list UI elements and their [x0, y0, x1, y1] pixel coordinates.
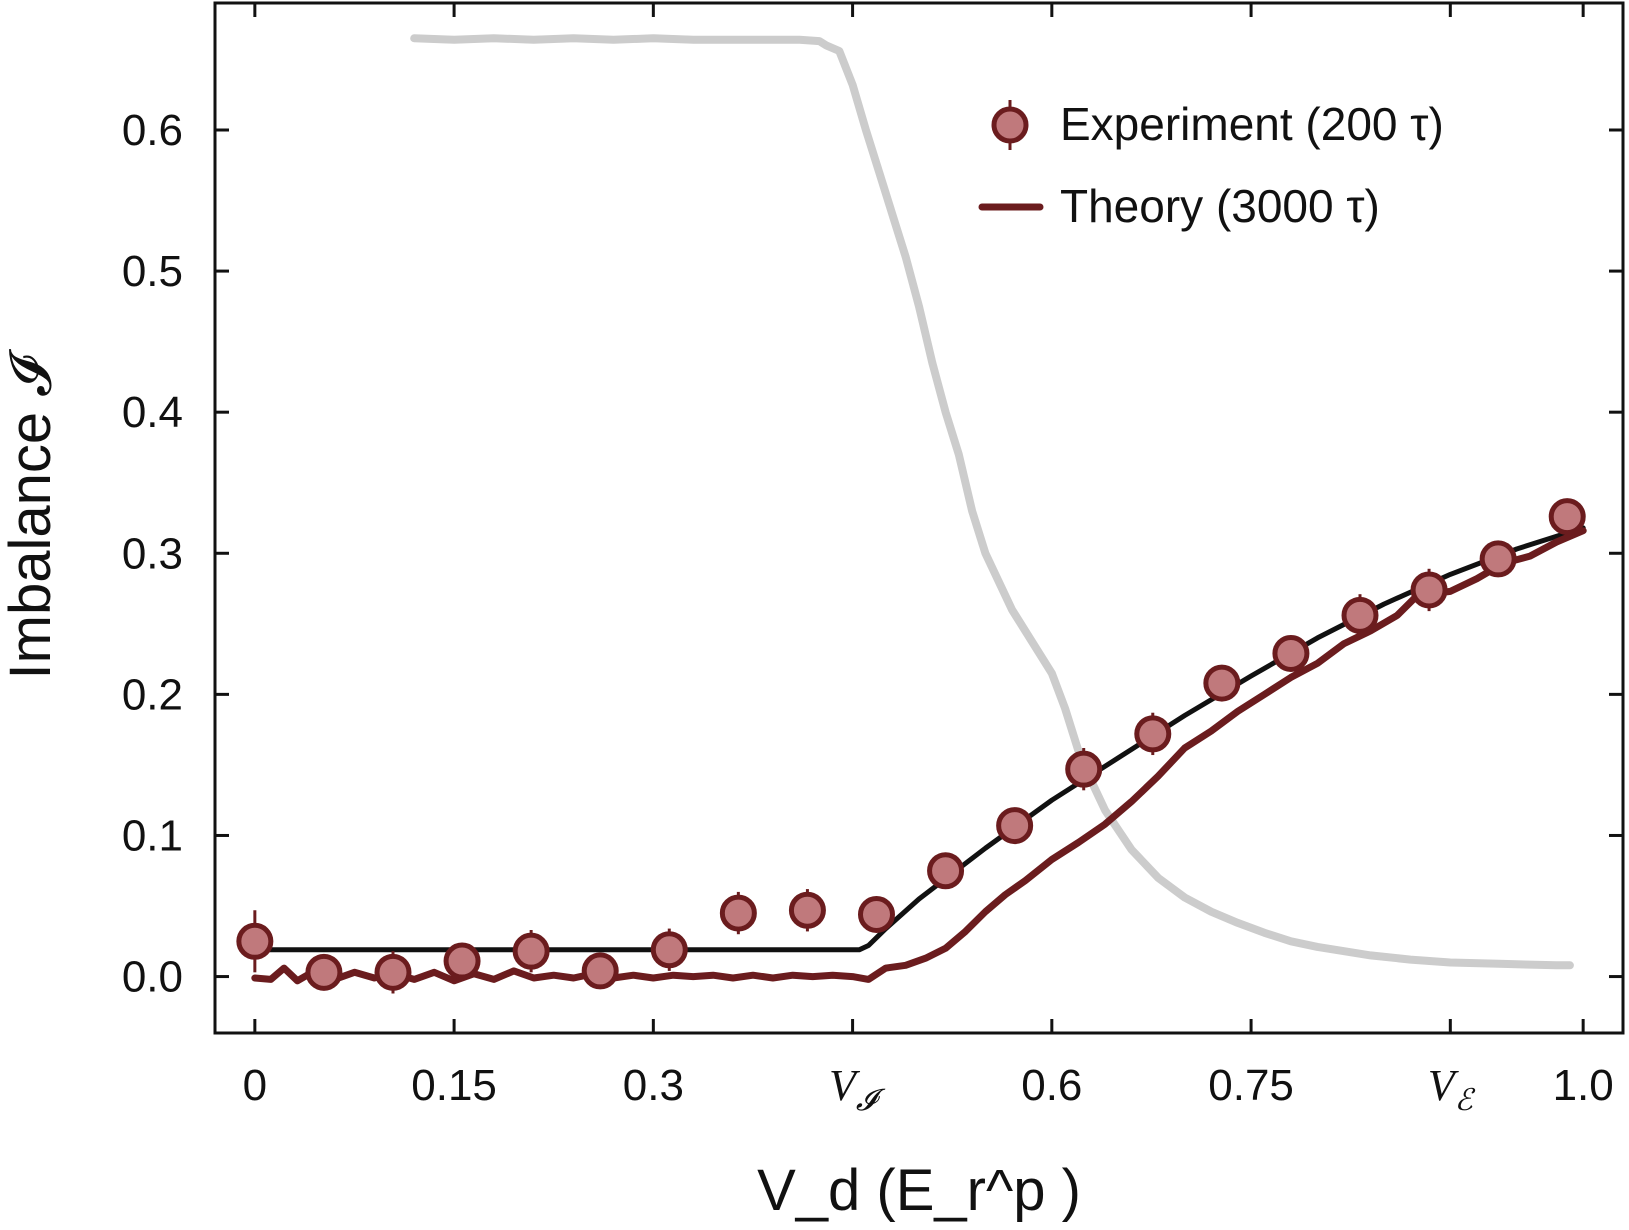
data-point	[1410, 571, 1448, 609]
x-tick-label: 0.6	[1021, 1061, 1082, 1110]
legend: Experiment (200 τ) Theory (3000 τ)	[978, 98, 1444, 232]
data-point	[650, 931, 688, 969]
y-tick-label: 0.1	[122, 811, 183, 860]
y-tick-label: 0.0	[122, 953, 183, 1002]
data-point	[581, 952, 619, 990]
y-axis-title: Imbalance 𝓘	[0, 349, 63, 680]
data-point	[1548, 498, 1586, 536]
data-point	[1203, 664, 1241, 702]
data-point	[512, 932, 550, 970]
data-point	[857, 895, 895, 933]
x-tick-label: 0.75	[1208, 1061, 1294, 1110]
data-point	[443, 942, 481, 980]
data-point	[996, 807, 1034, 845]
y-tick-label: 0.6	[122, 106, 183, 155]
x-special-tick-label: Vℰ	[1428, 1061, 1476, 1117]
legend-label-theory: Theory (3000 τ)	[1060, 180, 1380, 232]
x-tick-label: 1.0	[1553, 1061, 1614, 1110]
x-tick-label: 0.15	[411, 1061, 497, 1110]
legend-marker-experiment	[991, 106, 1029, 144]
y-tick-label: 0.3	[122, 529, 183, 578]
data-point	[1479, 540, 1517, 578]
data-point	[305, 953, 343, 991]
y-tick-label: 0.5	[122, 247, 183, 296]
x-axis-title: V_d (E_r^p )	[757, 1158, 1081, 1223]
plot-frame	[213, 1, 1625, 1035]
x-tick-label: 0	[243, 1061, 267, 1110]
data-point	[927, 852, 965, 890]
data-point	[788, 891, 826, 929]
data-point	[236, 922, 274, 960]
x-axis-ticks: 0 0.15 0.3 0.6 0.75 1.0 V𝓘 Vℰ	[243, 3, 1614, 1117]
data-point	[374, 953, 412, 991]
data-point	[1065, 750, 1103, 788]
series-lines	[251, 34, 1587, 985]
data-point	[1134, 715, 1172, 753]
black-fit-line	[252, 525, 1586, 953]
x-special-tick-label: V𝓘	[829, 1061, 886, 1117]
y-axis-ticks: 0.0 0.1 0.2 0.3 0.4 0.5 0.6	[122, 106, 1623, 1002]
data-point	[719, 894, 757, 932]
data-point	[1341, 596, 1379, 634]
gray-curve	[410, 34, 1574, 970]
x-tick-label: 0.3	[623, 1061, 684, 1110]
legend-label-experiment: Experiment (200 τ)	[1060, 98, 1444, 150]
y-tick-label: 0.4	[122, 388, 183, 437]
experiment-points	[236, 498, 1586, 994]
y-tick-label: 0.2	[122, 670, 183, 719]
theory-line	[251, 527, 1587, 985]
data-point	[1272, 634, 1310, 672]
